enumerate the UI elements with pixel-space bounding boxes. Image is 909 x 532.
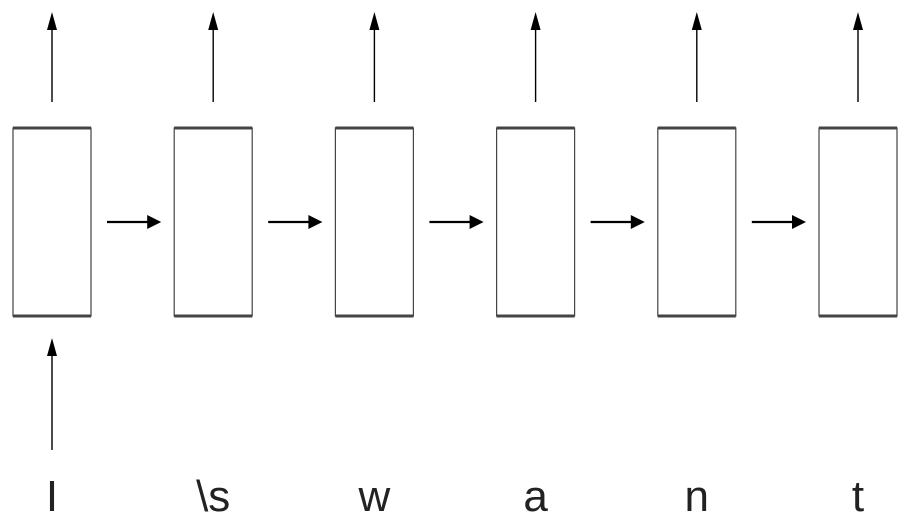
rnn-cell — [334, 126, 414, 318]
output-arrow-icon-head — [530, 12, 541, 30]
token-label: \s — [196, 472, 230, 521]
rnn-cell-box — [657, 127, 737, 317]
output-arrow-icon — [369, 12, 380, 102]
output-arrow-icon — [530, 12, 541, 102]
token-label: n — [685, 472, 709, 521]
input-arrows-group — [47, 338, 57, 450]
output-arrow-icon — [691, 12, 702, 102]
rnn-cell-box — [334, 127, 414, 317]
input-arrow-icon-head — [47, 338, 57, 356]
rnn-cells-group — [12, 126, 898, 318]
recurrent-arrow-icon — [107, 215, 162, 229]
output-arrow-icon-head — [47, 12, 57, 30]
output-arrow-icon — [208, 12, 219, 102]
recurrent-arrow-icon-head — [630, 215, 645, 229]
token-labels-group: I \s w a n t — [46, 472, 864, 521]
output-arrow-icon — [47, 12, 57, 102]
recurrent-arrow-icon-head — [308, 215, 323, 229]
rnn-cell — [496, 126, 576, 318]
rnn-cell — [818, 126, 898, 318]
token-label: I — [46, 472, 58, 521]
output-arrow-icon-head — [369, 12, 380, 30]
recurrent-arrow-icon-head — [469, 215, 484, 229]
rnn-cell-box — [496, 127, 576, 317]
recurrent-arrow-icon — [590, 215, 645, 229]
output-arrow-icon-head — [853, 12, 863, 30]
output-arrow-icon — [853, 12, 863, 102]
rnn-cell-box — [173, 127, 253, 317]
rnn-cell — [12, 126, 92, 318]
recurrent-arrow-icon-head — [147, 215, 162, 229]
recurrent-arrow-icon — [268, 215, 323, 229]
recurrent-arrow-icon-head — [792, 215, 806, 229]
rnn-cell-box — [12, 127, 92, 317]
token-label: w — [358, 472, 391, 521]
recurrent-arrows-group — [107, 215, 806, 229]
output-arrows-group — [47, 12, 863, 102]
rnn-cell — [657, 126, 737, 318]
token-label: t — [852, 472, 864, 521]
rnn-cell — [173, 126, 253, 318]
input-arrow-icon — [47, 338, 57, 450]
output-arrow-icon-head — [208, 12, 219, 30]
token-label: a — [523, 472, 548, 521]
output-arrow-icon-head — [691, 12, 702, 30]
rnn-cell-box — [818, 127, 898, 317]
recurrent-arrow-icon — [751, 215, 806, 229]
recurrent-arrow-icon — [429, 215, 484, 229]
